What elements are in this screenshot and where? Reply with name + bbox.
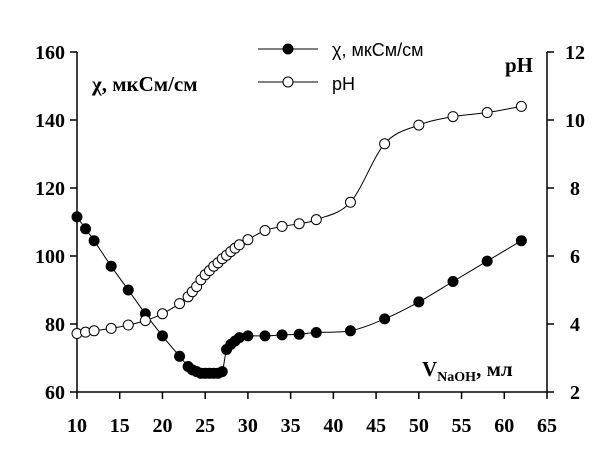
right-y-axis-title: pH — [505, 53, 533, 77]
data-point-ph — [344, 196, 356, 208]
data-point-conductivity — [80, 223, 92, 235]
data-point-conductivity — [216, 366, 228, 378]
left-y-tick-label: 160 — [35, 42, 65, 64]
right-y-tick-label: 6 — [570, 246, 580, 268]
data-point-ph — [276, 220, 288, 232]
data-point-ph — [139, 315, 151, 327]
x-tick-label: 10 — [67, 415, 87, 437]
legend-marker-open-circle — [282, 76, 294, 88]
right-y-tick-label: 12 — [565, 42, 585, 64]
data-point-conductivity — [276, 329, 288, 341]
left-y-tick-label: 120 — [35, 178, 65, 200]
left-y-tick-label: 140 — [35, 110, 65, 132]
data-point-ph — [122, 319, 134, 331]
x-axis-ticks: 10 15 20 25 30 35 40 45 50 55 60 65 — [67, 392, 557, 437]
left-y-axis-ticks: 60 80 100 120 140 160 — [35, 42, 77, 404]
data-point-conductivity — [413, 296, 425, 308]
right-y-tick-label: 10 — [565, 110, 585, 132]
data-point-ph — [156, 308, 168, 320]
data-point-conductivity — [259, 330, 271, 342]
data-point-ph — [242, 234, 254, 246]
right-y-axis-ticks: 2 4 6 8 10 12 — [547, 42, 585, 404]
x-tick-label: 15 — [110, 415, 130, 437]
data-point-ph — [413, 119, 425, 131]
data-point-ph — [259, 225, 271, 236]
series-layer — [71, 100, 527, 379]
data-point-conductivity — [105, 260, 117, 272]
data-point-ph — [447, 111, 459, 123]
x-tick-label: 35 — [281, 415, 301, 437]
data-point-conductivity — [71, 211, 83, 223]
legend: χ, мкСм/см pH — [258, 40, 423, 94]
data-point-ph — [293, 218, 305, 230]
left-y-tick-label: 80 — [45, 314, 65, 336]
x-tick-label: 55 — [452, 415, 472, 437]
legend-label-conductivity: χ, мкСм/см — [332, 40, 423, 60]
x-tick-label: 40 — [323, 415, 343, 437]
left-y-tick-label: 100 — [35, 246, 65, 268]
right-y-tick-label: 2 — [570, 382, 580, 404]
legend-item-ph: pH — [258, 74, 355, 94]
right-y-tick-label: 8 — [570, 178, 580, 200]
x-tick-label: 65 — [537, 415, 557, 437]
data-point-ph — [105, 322, 117, 334]
data-point-conductivity — [310, 327, 322, 338]
legend-item-conductivity: χ, мкСм/см — [258, 40, 423, 60]
data-point-ph — [481, 107, 493, 119]
data-point-conductivity — [447, 276, 459, 287]
data-point-conductivity — [122, 284, 134, 296]
legend-label-ph: pH — [332, 74, 355, 94]
data-point-ph — [88, 325, 100, 337]
data-point-conductivity — [242, 330, 254, 342]
x-tick-label: 25 — [195, 415, 215, 437]
data-point-conductivity — [174, 350, 186, 362]
data-point-conductivity — [293, 328, 305, 340]
left-y-axis-title: χ, мкСм/см — [91, 72, 198, 96]
data-point-ph — [310, 214, 322, 226]
legend-marker-filled-circle — [282, 43, 294, 55]
data-point-ph — [379, 138, 391, 150]
x-axis-title-main: V — [422, 357, 437, 381]
x-axis-title-unit: , мл — [476, 357, 513, 381]
x-tick-label: 50 — [409, 415, 429, 437]
x-tick-label: 60 — [494, 415, 514, 437]
x-axis-title: VNaOH, мл — [422, 357, 513, 385]
data-point-conductivity — [379, 313, 391, 325]
data-point-conductivity — [344, 325, 356, 337]
data-point-ph — [515, 100, 527, 112]
x-tick-label: 30 — [238, 415, 258, 437]
data-point-conductivity — [88, 235, 100, 247]
x-axis-title-subscript: NaOH — [437, 370, 476, 385]
data-point-ph — [174, 298, 186, 310]
data-point-conductivity — [515, 235, 527, 247]
left-y-tick-label: 60 — [45, 382, 65, 404]
data-point-ph — [233, 239, 245, 251]
x-tick-label: 20 — [152, 415, 172, 437]
right-y-tick-label: 4 — [570, 314, 580, 336]
data-point-conductivity — [156, 330, 168, 342]
data-point-conductivity — [481, 255, 493, 267]
x-tick-label: 45 — [366, 415, 386, 437]
